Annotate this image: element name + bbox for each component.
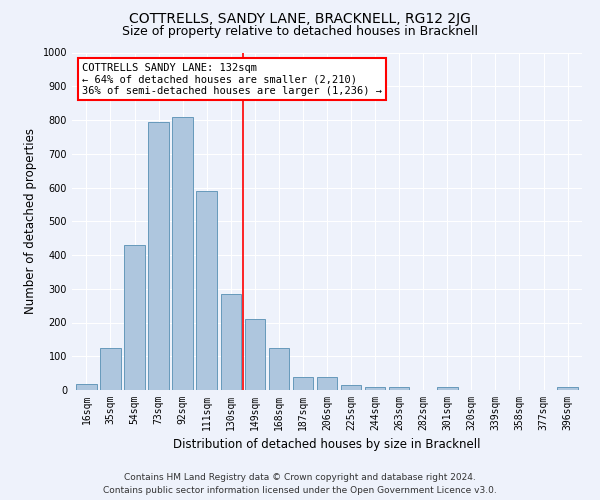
Bar: [100, 348, 121, 390]
Y-axis label: Number of detached properties: Number of detached properties: [24, 128, 37, 314]
Bar: [245, 319, 265, 390]
Bar: [196, 191, 217, 390]
Bar: [124, 245, 145, 390]
Text: COTTRELLS SANDY LANE: 132sqm
← 64% of detached houses are smaller (2,210)
36% of: COTTRELLS SANDY LANE: 132sqm ← 64% of de…: [82, 62, 382, 96]
Bar: [437, 386, 458, 390]
Bar: [365, 386, 385, 390]
Bar: [317, 376, 337, 390]
Bar: [76, 384, 97, 390]
Bar: [557, 386, 578, 390]
Bar: [341, 385, 361, 390]
Text: COTTRELLS, SANDY LANE, BRACKNELL, RG12 2JG: COTTRELLS, SANDY LANE, BRACKNELL, RG12 2…: [129, 12, 471, 26]
Text: Size of property relative to detached houses in Bracknell: Size of property relative to detached ho…: [122, 25, 478, 38]
Bar: [148, 122, 169, 390]
Bar: [172, 116, 193, 390]
Text: Contains HM Land Registry data © Crown copyright and database right 2024.
Contai: Contains HM Land Registry data © Crown c…: [103, 474, 497, 495]
Bar: [389, 386, 409, 390]
X-axis label: Distribution of detached houses by size in Bracknell: Distribution of detached houses by size …: [173, 438, 481, 452]
Bar: [293, 376, 313, 390]
Bar: [269, 348, 289, 390]
Bar: [221, 294, 241, 390]
